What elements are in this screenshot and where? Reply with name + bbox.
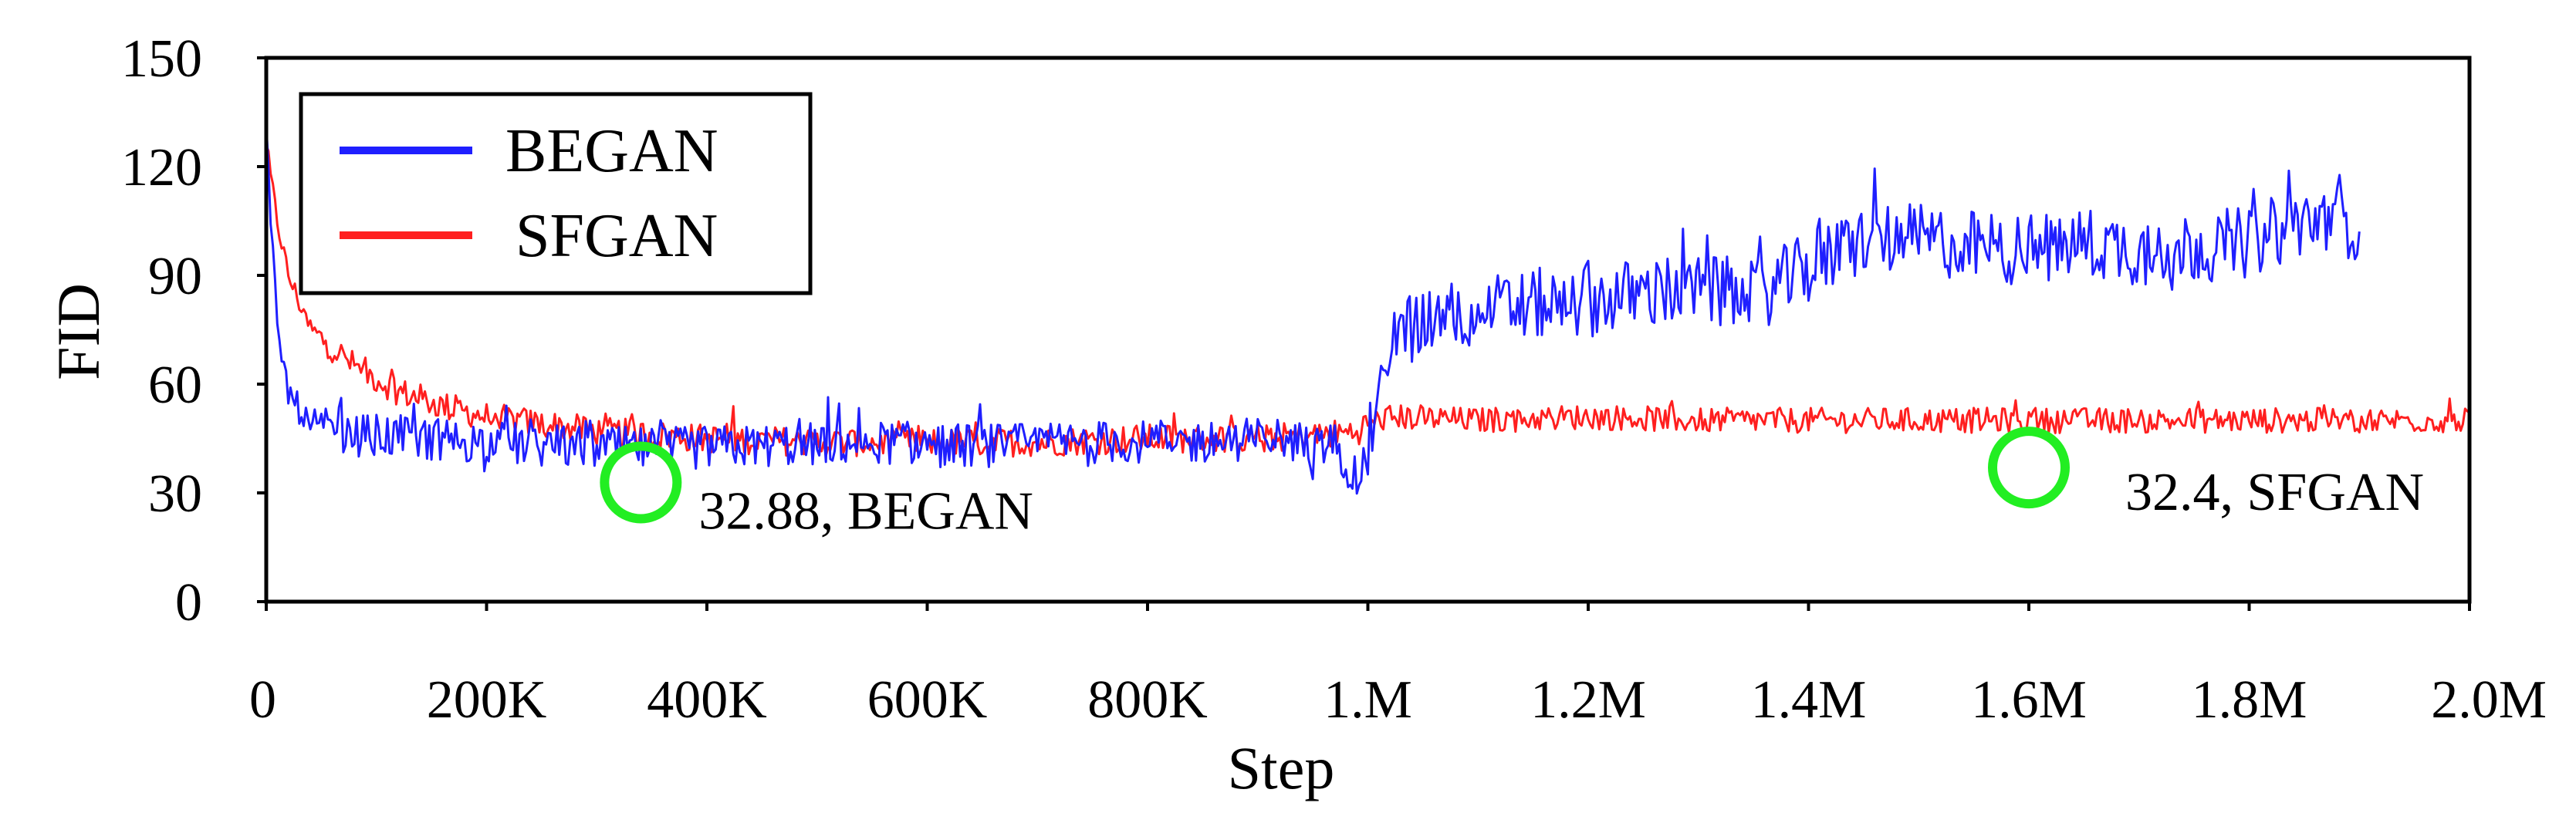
x-tick-label: 800K bbox=[1087, 670, 1208, 730]
annotations: 32.88, BEGAN 32.4, SFGAN bbox=[600, 427, 2424, 541]
y-axis-ticks: 0 30 60 90 120 150 bbox=[121, 29, 266, 633]
x-tick-label: 1.2M bbox=[1530, 670, 1646, 730]
series-layer bbox=[265, 123, 2470, 495]
annotation-label: 32.88, BEGAN bbox=[698, 481, 1033, 541]
x-tick-label: 1.6M bbox=[1971, 670, 2087, 730]
y-tick-label: 0 bbox=[175, 573, 202, 633]
legend-label-began: BEGAN bbox=[505, 117, 718, 185]
x-tick-label: 600K bbox=[867, 670, 988, 730]
x-tick-label: 0 bbox=[249, 670, 276, 730]
annotation-circle bbox=[1988, 427, 2070, 509]
annotation-label: 32.4, SFGAN bbox=[2125, 463, 2424, 522]
x-tick-label: 2.0M bbox=[2431, 670, 2547, 730]
x-tick-label: 400K bbox=[647, 670, 767, 730]
y-tick-label: 150 bbox=[121, 29, 202, 89]
x-axis-title: Step bbox=[1228, 734, 1335, 801]
x-axis-ticks: 0 200K 400K 600K 800K 1.M 1.2M 1.4M 1.6M 1.8M 2.0M bbox=[249, 602, 2547, 730]
x-tick-label: 200K bbox=[427, 670, 547, 730]
y-tick-label: 90 bbox=[148, 247, 202, 306]
legend: BEGAN SFGAN bbox=[299, 92, 813, 295]
annotation-circle bbox=[600, 441, 682, 524]
x-tick-label: 1.M bbox=[1323, 670, 1412, 730]
y-axis-title: FID bbox=[45, 283, 112, 380]
y-tick-label: 60 bbox=[148, 356, 202, 415]
legend-box bbox=[299, 92, 813, 295]
series-line-began bbox=[265, 123, 2361, 495]
y-tick-label: 30 bbox=[148, 464, 202, 524]
series-line-sfgan bbox=[265, 144, 2470, 458]
y-tick-label: 120 bbox=[121, 138, 202, 197]
legend-label-sfgan: SFGAN bbox=[516, 202, 718, 270]
x-tick-label: 1.8M bbox=[2192, 670, 2307, 730]
x-tick-label: 1.4M bbox=[1751, 670, 1867, 730]
